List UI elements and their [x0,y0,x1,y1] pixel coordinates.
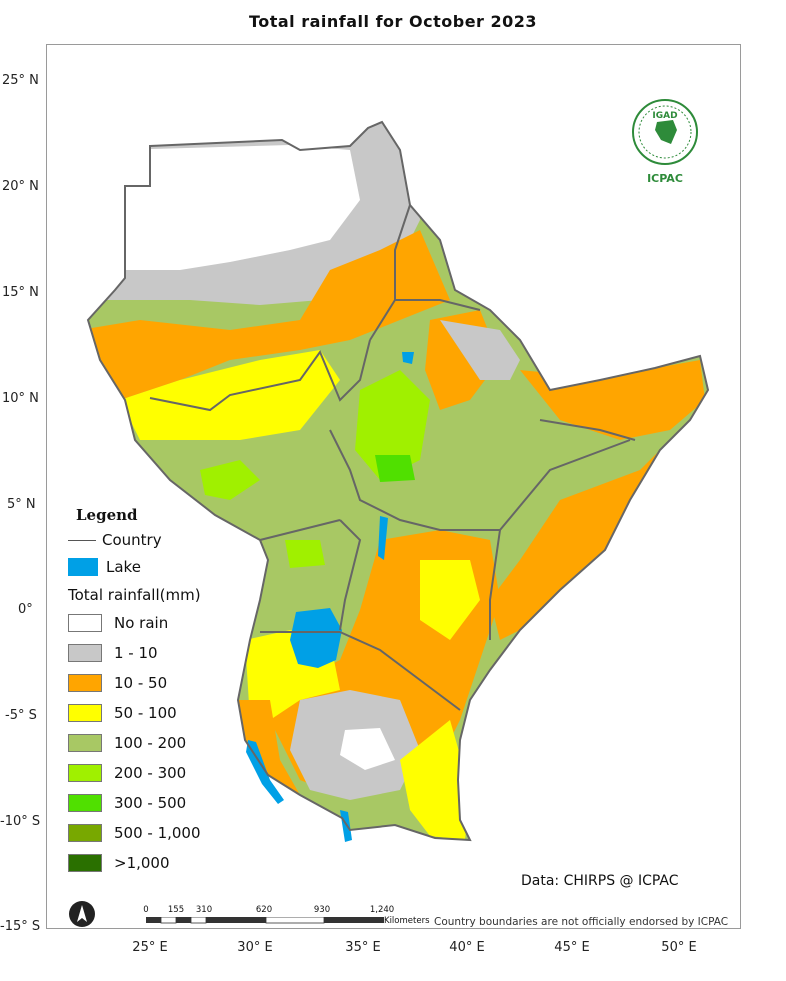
zone-kenya-east-yellow [420,560,480,640]
legend-class-swatch [68,614,102,632]
legend-class-label: 500 - 1,000 [114,824,201,842]
legend-class-swatch [68,824,102,842]
rainfall-surface [86,120,710,842]
north-arrow-icon [69,901,95,927]
sudan-ethiopia-border [369,204,411,341]
country-boundaries [86,120,710,842]
legend-class-swatch [68,704,102,722]
legend-class-row: >1,000 [68,848,328,878]
lake-tana [402,352,414,364]
legend-class-row: 200 - 300 [68,758,328,788]
country-line-swatch [68,539,96,541]
legend-class-row: 100 - 200 [68,728,328,758]
zone-south-sudan-green [200,460,260,500]
somalia-ethiopia-border [539,419,636,441]
scale-label-930: 930 [313,905,331,915]
legend-class-label: 50 - 100 [114,704,177,722]
legend-class-swatch [68,854,102,872]
data-source: Data: CHIRPS @ ICPAC [521,873,679,889]
lon-label-45e: 45° E [554,940,590,955]
legend-class-label: 200 - 300 [114,764,187,782]
legend-class-label: No rain [114,614,169,632]
lake-turkana [378,516,388,560]
lat-label-25n: 25° N [2,73,39,88]
lat-label-20n: 20° N [2,179,39,194]
legend-lake-row: Lake [68,552,328,582]
lon-label-35e: 35° E [345,940,381,955]
legend-class-row: 1 - 10 [68,638,328,668]
lon-label-40e: 40° E [449,940,485,955]
legend-class-swatch [68,764,102,782]
legend-rainfall-title: Total rainfall(mm) [68,586,201,604]
eritrea-ethiopia-border [395,299,481,311]
legend-country-row: Country [68,528,328,552]
legend-class-label: 1 - 10 [114,644,158,662]
legend-class-swatch [68,734,102,752]
zone-uganda-green [285,540,325,568]
legend-class-swatch [68,674,102,692]
legend-class-label: 10 - 50 [114,674,168,692]
scale-units: Kilometers [384,916,430,926]
zone-tanzania-no-rain [340,728,395,770]
legend-title: Legend [76,506,138,524]
zone-ethiopia-wet [375,455,415,482]
lat-label-10n: 10° N [2,391,39,406]
zone-somalia-coast-orange [490,450,660,640]
logo-bottom-text: ICPAC [647,172,683,185]
lake-victoria [290,608,342,668]
lon-label-30e: 30° E [237,940,273,955]
legend-class-label: 100 - 200 [114,734,187,752]
legend-class-row: No rain [68,608,328,638]
legend-class-row: 10 - 50 [68,668,328,698]
ethiopia-south-border [329,429,631,531]
map-title: Total rainfall for October 2023 [248,12,538,31]
scale-label-1240: 1,240 [369,905,395,915]
legend-class-label: 300 - 500 [114,794,187,812]
zone-afar-dry [440,320,520,380]
zone-ethiopia-green [355,370,430,480]
boundary-disclaimer: Country boundaries are not officially en… [434,916,729,928]
lat-label-0: 0° [18,602,33,617]
lon-label-50e: 50° E [661,940,697,955]
south-sudan-drc-border [259,519,341,541]
kenya-somalia-border [489,529,501,640]
zone-tanzania-south-yellow [400,720,470,840]
lat-label-5s: -5° S [5,708,37,723]
legend-classes: No rain 1 - 10 10 - 50 50 - 100 100 - 200 200… [68,608,328,878]
kenya-tanzania-border [339,631,461,711]
lake-swatch [68,558,98,576]
lat-label-15n: 15° N [2,285,39,300]
map-frame [46,44,741,929]
scale-label-620: 620 [255,905,273,915]
sudan-south-sudan-border [149,339,371,412]
zone-southwest-orange [238,700,300,795]
logo-top-text: IGAD [652,111,677,121]
zone-no-rain-north [120,145,360,270]
legend-class-row: 50 - 100 [68,698,328,728]
scale-label-310: 310 [195,905,213,915]
scale-label-155: 155 [167,905,185,915]
lat-label-15s: -15° S [0,919,41,934]
scale-bar-graphic [146,917,384,924]
lat-label-5n: 5° N [7,497,36,512]
legend-class-swatch [68,794,102,812]
uganda-kenya-border [339,519,362,631]
legend-class-swatch [68,644,102,662]
legend-country-label: Country [102,531,162,549]
zone-orange-sudan [88,230,450,400]
lat-label-10s: -10° S [0,814,41,829]
lon-label-25e: 25° E [132,940,168,955]
legend-lake-label: Lake [106,558,141,576]
scale-label-0: 0 [143,905,149,915]
legend-class-label: >1,000 [114,854,170,872]
map-legend: Legend Country Lake Total rainfall(mm) N… [68,506,328,878]
outer-boundary [86,120,710,842]
igad-icpac-logo: IGAD ICPAC [632,99,698,185]
legend-class-row: 500 - 1,000 [68,818,328,848]
legend-class-row: 300 - 500 [68,788,328,818]
